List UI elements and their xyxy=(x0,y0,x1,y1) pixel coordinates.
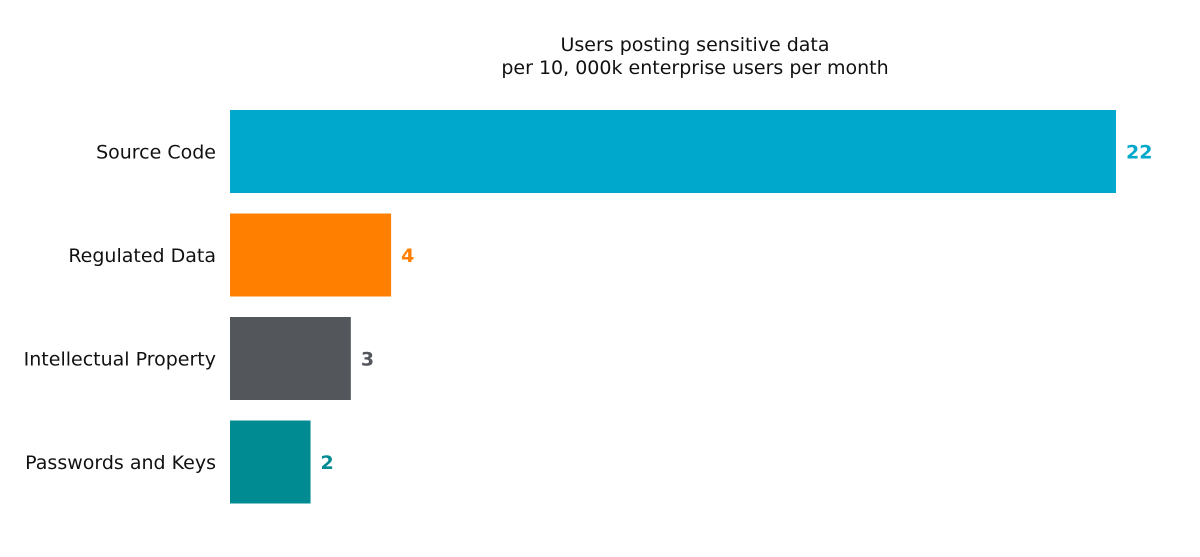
bar-passwords-and-keys xyxy=(230,420,311,504)
chart-title-line-2: per 10, 000k enterprise users per month xyxy=(501,57,888,79)
value-label-regulated-data: 4 xyxy=(401,245,414,267)
value-label-passwords-and-keys: 2 xyxy=(321,452,334,474)
bar-intellectual-property xyxy=(230,317,351,400)
category-label-passwords-and-keys: Passwords and Keys xyxy=(25,452,216,474)
category-label-source-code: Source Code xyxy=(96,142,216,164)
bar-source-code xyxy=(230,110,1116,193)
bars-layer xyxy=(230,110,1116,504)
chart-title-line-1: Users posting sensitive data xyxy=(560,34,829,56)
value-label-source-code: 22 xyxy=(1126,142,1152,164)
category-label-regulated-data: Regulated Data xyxy=(68,245,216,267)
category-label-intellectual-property: Intellectual Property xyxy=(24,349,216,371)
chart-title: Users posting sensitive data per 10, 000… xyxy=(501,34,888,79)
bar-regulated-data xyxy=(230,213,392,297)
category-labels-layer: Source Code Regulated Data Intellectual Pr… xyxy=(24,142,216,475)
value-labels-layer: 22 4 3 2 xyxy=(321,142,1153,475)
value-label-intellectual-property: 3 xyxy=(361,349,374,371)
